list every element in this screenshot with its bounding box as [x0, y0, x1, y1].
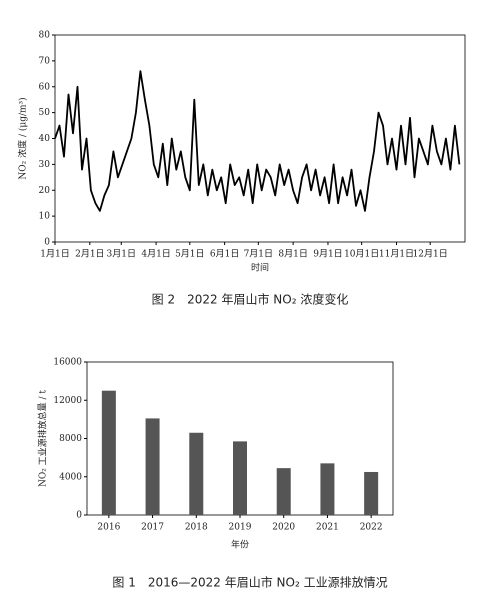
x-axis-label: 时间 [251, 262, 269, 274]
x-tick-label: 12月1日 [413, 249, 448, 260]
bar [364, 471, 379, 515]
y-tick-label: 8000 [59, 434, 82, 444]
x-tick-label: 10月1日 [344, 249, 379, 260]
caption: 图 1 2016—2022 年眉山市 NO₂ 工业源排放情况 [112, 575, 387, 590]
y-tick-label: 20 [39, 186, 51, 196]
x-tick-label: 5月1日 [175, 249, 204, 260]
data-line [54, 70, 461, 212]
y-tick-label: 16000 [53, 358, 82, 368]
x-tick-label: 2021 [316, 523, 339, 533]
x-tick-label: 2017 [141, 523, 164, 533]
caption: 图 2 2022 年眉山市 NO₂ 浓度变化 [152, 292, 349, 307]
x-tick-label: 8月1日 [278, 249, 307, 260]
y-tick-label: 40 [39, 134, 51, 144]
bar [233, 441, 247, 515]
bar [145, 418, 160, 515]
x-tick-label: 9月1日 [313, 249, 342, 260]
y-axis-label: NO₂ 浓度 / (μg/m³) [17, 97, 29, 179]
x-tick-label: 1月1日 [40, 249, 69, 260]
bar [101, 390, 116, 515]
y-tick-label: 10 [39, 212, 51, 222]
x-tick-label: 11月1日 [379, 249, 414, 260]
y-tick-label: 70 [39, 56, 51, 66]
y-axis-label: NO₂ 工业源排放总量 / t [37, 390, 49, 487]
x-tick-label: 2020 [272, 523, 295, 533]
x-tick-label: 2018 [185, 523, 208, 533]
x-tick-label: 2月1日 [75, 249, 104, 260]
y-tick-label: 0 [76, 511, 82, 521]
x-tick-label: 6月1日 [210, 249, 239, 260]
y-tick-label: 0 [44, 238, 50, 248]
y-tick-label: 30 [39, 160, 51, 170]
x-tick-label: 2016 [97, 523, 120, 533]
y-tick-label: 60 [39, 82, 51, 92]
y-tick-label: 12000 [53, 396, 82, 406]
y-tick-label: 50 [39, 108, 51, 118]
plot-frame [54, 34, 466, 243]
bar [276, 468, 291, 515]
x-tick-label: 4月1日 [141, 249, 170, 260]
x-tick-label: 2022 [360, 523, 383, 533]
x-tick-label: 3月1日 [107, 249, 136, 260]
y-tick-label: 4000 [59, 472, 82, 482]
bar [320, 463, 335, 515]
bar [189, 432, 204, 515]
x-tick-label: 7月1日 [244, 249, 273, 260]
y-tick-label: 80 [39, 31, 51, 41]
x-tick-label: 2019 [229, 523, 252, 533]
x-axis-label: 年份 [231, 539, 249, 551]
